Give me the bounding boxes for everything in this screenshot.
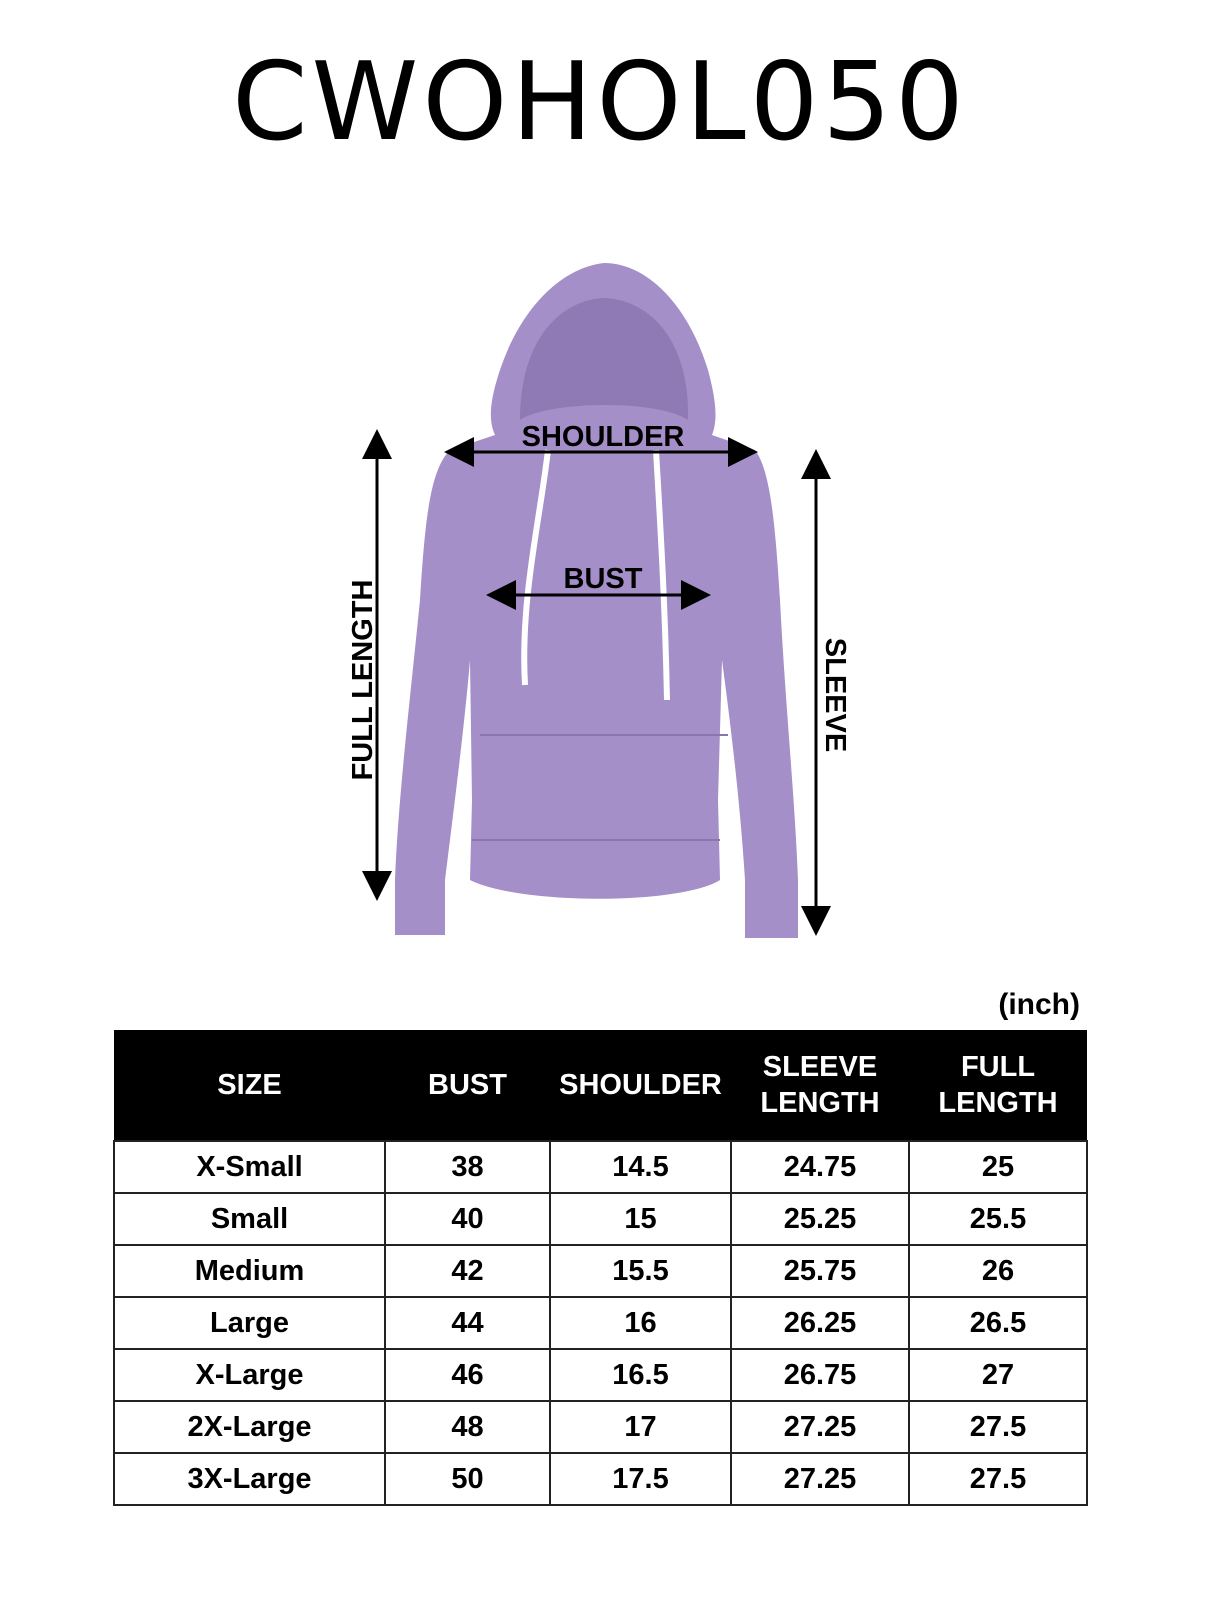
cell-size: 2X-Large [113,1400,386,1454]
cell-bust: 42 [384,1244,551,1298]
cell-size: Small [113,1192,386,1246]
cell-full-length: 25 [908,1140,1088,1194]
cell-sleeve-length: 26.25 [730,1296,910,1350]
header-line: SLEEVE [762,1051,878,1083]
cell-sleeve-length: 25.75 [730,1244,910,1298]
drawstring-left [521,449,551,686]
cell-bust: 38 [384,1140,551,1194]
cell-bust: 40 [384,1192,551,1246]
header-line: LENGTH [938,1087,1058,1119]
table-row: Small 40 15 25.25 25.5 [113,1192,1088,1246]
table-row: Medium 42 15.5 25.75 26 [113,1244,1088,1298]
drawstring-right [653,449,670,701]
header-size: SIZE [114,1030,385,1141]
table-row: 3X-Large 50 17.5 27.25 27.5 [113,1452,1088,1506]
cell-sleeve-length: 27.25 [730,1400,910,1454]
cell-size: X-Large [113,1348,386,1402]
table-row: Large 44 16 26.25 26.5 [113,1296,1088,1350]
cell-sleeve-length: 25.25 [730,1192,910,1246]
header-sleeve-length: SLEEVE LENGTH [731,1030,909,1141]
cell-full-length: 27.5 [908,1452,1088,1506]
cell-shoulder: 16 [549,1296,732,1350]
hoodie-measurement-diagram: SHOULDER BUST FULL LENGTH SLEEVE [347,263,851,938]
header-full-length: FULL LENGTH [909,1030,1087,1141]
unit-label: (inch) [998,988,1080,1021]
table-row: X-Large 46 16.5 26.75 27 [113,1348,1088,1402]
table-row: X-Small 38 14.5 24.75 25 [113,1140,1088,1194]
shoulder-label: SHOULDER [522,421,685,453]
cell-full-length: 26 [908,1244,1088,1298]
cell-size: Large [113,1296,386,1350]
header-line: LENGTH [760,1087,880,1119]
size-chart-table: SIZE BUST SHOULDER SLEEVE LENGTH FULL LENG… [113,1030,1088,1506]
table-header-row: SIZE BUST SHOULDER SLEEVE LENGTH FULL LENG… [114,1030,1087,1141]
full-length-label: FULL LENGTH [347,580,379,781]
cell-full-length: 27.5 [908,1400,1088,1454]
cell-shoulder: 17 [549,1400,732,1454]
cell-sleeve-length: 27.25 [730,1452,910,1506]
cell-bust: 44 [384,1296,551,1350]
cell-full-length: 27 [908,1348,1088,1402]
header-line: FULL [960,1051,1036,1083]
sleeve-label: SLEEVE [819,638,851,752]
header-shoulder: SHOULDER [550,1030,731,1141]
cell-shoulder: 15.5 [549,1244,732,1298]
cell-sleeve-length: 24.75 [730,1140,910,1194]
product-code-title: CWOHOL050 [232,40,968,165]
cell-shoulder: 14.5 [549,1140,732,1194]
cell-shoulder: 17.5 [549,1452,732,1506]
cell-bust: 50 [384,1452,551,1506]
cell-full-length: 25.5 [908,1192,1088,1246]
cell-bust: 48 [384,1400,551,1454]
cell-size: 3X-Large [113,1452,386,1506]
hoodie-illustration [395,263,798,938]
cell-size: Medium [113,1244,386,1298]
cell-size: X-Small [113,1140,386,1194]
bust-label: BUST [564,563,643,595]
cell-bust: 46 [384,1348,551,1402]
cell-full-length: 26.5 [908,1296,1088,1350]
cell-shoulder: 16.5 [549,1348,732,1402]
header-bust: BUST [385,1030,550,1141]
table-row: 2X-Large 48 17 27.25 27.5 [113,1400,1088,1454]
cell-sleeve-length: 26.75 [730,1348,910,1402]
cell-shoulder: 15 [549,1192,732,1246]
